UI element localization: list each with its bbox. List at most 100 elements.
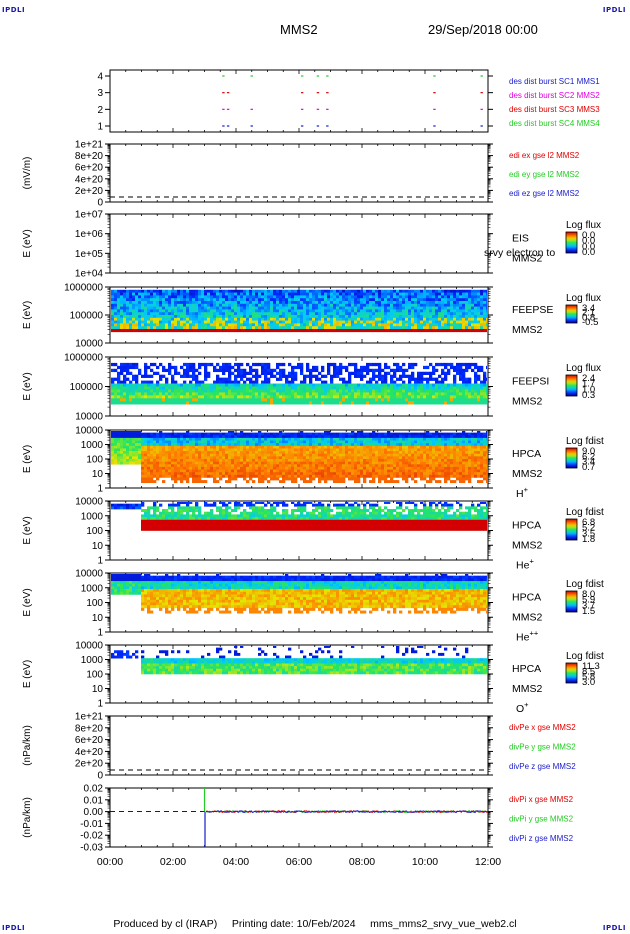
spectrogram-cell bbox=[282, 301, 286, 305]
spectrogram-cell bbox=[351, 392, 355, 396]
spectrogram-cell bbox=[120, 451, 124, 455]
spectrogram-cell bbox=[165, 289, 169, 293]
spectrogram-cell bbox=[204, 451, 208, 455]
spectrogram-cell bbox=[432, 395, 436, 399]
y-tick-label: 8e+20 bbox=[75, 723, 104, 734]
spectrogram-cell bbox=[354, 306, 358, 310]
spectrogram-cell bbox=[165, 317, 169, 321]
spectrogram-cell bbox=[174, 392, 178, 396]
spectrogram-cell bbox=[369, 289, 373, 293]
spectrogram-cell bbox=[126, 306, 130, 310]
spectrogram-cell bbox=[300, 389, 304, 393]
spectrogram-cell bbox=[447, 323, 451, 327]
spectrogram-cell bbox=[264, 326, 268, 330]
legend-entry: divPe y gse MMS2 bbox=[509, 743, 576, 752]
spectrogram-cell bbox=[153, 459, 157, 462]
spectrogram-cell bbox=[249, 329, 253, 333]
spectrogram-cell bbox=[375, 398, 379, 402]
spectrogram-cell bbox=[396, 395, 400, 399]
spectrogram-cell bbox=[216, 326, 220, 330]
spectrogram-cell bbox=[252, 374, 256, 378]
spectrogram-cell bbox=[411, 377, 415, 381]
y-tick-label: 100 bbox=[86, 455, 103, 466]
spectrogram-cell bbox=[375, 295, 379, 299]
spectrogram-cell bbox=[135, 453, 139, 457]
spectrogram-cell bbox=[141, 292, 145, 296]
spectrogram-cell bbox=[453, 386, 457, 390]
spectrogram-cell bbox=[324, 395, 328, 399]
spectrogram-cell bbox=[171, 395, 175, 399]
spectrogram-cell bbox=[330, 323, 334, 327]
spectrogram-cell bbox=[309, 315, 313, 319]
spectrogram-cell bbox=[384, 374, 388, 378]
spectrogram-cell bbox=[180, 320, 184, 324]
spectrogram-cell bbox=[207, 461, 211, 465]
spectrogram-cell bbox=[381, 306, 385, 310]
spectrogram-cell bbox=[234, 312, 238, 316]
spectrogram-cell bbox=[372, 292, 376, 296]
spectrogram-cell bbox=[306, 386, 310, 390]
spectrogram-cell bbox=[222, 292, 226, 296]
spectrogram-cell bbox=[123, 395, 127, 399]
spectrogram-cell bbox=[288, 380, 292, 384]
spectrogram-cell bbox=[177, 456, 181, 460]
spectrogram-cell bbox=[234, 289, 238, 293]
spectrogram-cell bbox=[267, 295, 271, 299]
spectrogram-cell bbox=[171, 448, 175, 452]
spectrogram-cell bbox=[183, 317, 187, 321]
spectrogram-cell bbox=[225, 317, 229, 321]
spectrogram-cell bbox=[132, 431, 136, 433]
spectrogram-cell bbox=[465, 383, 469, 387]
spectrogram-cell bbox=[303, 315, 307, 319]
spectrogram-cell bbox=[228, 315, 232, 319]
spectrogram-cell bbox=[351, 329, 355, 333]
spectrogram-cell bbox=[444, 326, 448, 330]
spectrogram-cell bbox=[168, 289, 172, 293]
spectrogram-cell bbox=[351, 362, 355, 367]
spectrogram-cell bbox=[174, 365, 178, 370]
spectrogram-cell bbox=[423, 301, 427, 305]
spectrogram-cell bbox=[180, 365, 184, 370]
spectrogram-cell bbox=[246, 303, 250, 307]
spectrogram-cell bbox=[243, 303, 247, 307]
spectrogram-cell bbox=[312, 374, 316, 378]
spectrogram-cell bbox=[204, 292, 208, 296]
spectrogram-cell bbox=[123, 326, 127, 330]
spectrogram-cell bbox=[114, 431, 118, 433]
spectrogram-cell bbox=[141, 374, 145, 378]
spectrogram-cell bbox=[183, 298, 187, 302]
spectrogram-cell bbox=[450, 289, 454, 293]
spectrogram-cell bbox=[264, 309, 268, 313]
spectrogram-cell bbox=[123, 453, 127, 457]
spectrogram-cell bbox=[135, 435, 139, 439]
spectrogram-cell bbox=[471, 389, 475, 393]
spectrogram-cell bbox=[357, 320, 361, 324]
spectrogram-cell bbox=[390, 306, 394, 310]
spectrogram-cell bbox=[273, 386, 277, 390]
spectrogram-cell bbox=[411, 389, 415, 393]
spectrogram-cell bbox=[243, 317, 247, 321]
spectrogram-cell bbox=[366, 398, 370, 402]
spectrogram-cell bbox=[126, 292, 130, 296]
spectrogram-cell bbox=[210, 445, 214, 449]
spectrogram-cell bbox=[153, 461, 157, 465]
spectrogram-cell bbox=[123, 362, 127, 367]
spectrogram-cell bbox=[348, 317, 352, 321]
spectrogram-cell bbox=[375, 329, 379, 333]
spectrogram-cell bbox=[471, 292, 475, 296]
spectrogram-cell bbox=[195, 289, 199, 293]
spectrogram-cell bbox=[429, 362, 433, 367]
y-tick-label: 1e+05 bbox=[75, 249, 104, 260]
spectrogram-cell bbox=[135, 309, 139, 313]
spectrogram-cell bbox=[456, 312, 460, 316]
spectrogram-cell bbox=[474, 317, 478, 321]
spectrogram-cell bbox=[192, 440, 196, 444]
spectrogram-cell bbox=[378, 306, 382, 310]
spectrogram-cell bbox=[174, 323, 178, 327]
spectrogram-cell bbox=[264, 386, 268, 390]
spectrogram-cell bbox=[375, 303, 379, 307]
spectrogram-cell bbox=[201, 401, 205, 405]
spectrogram-cell bbox=[366, 362, 370, 367]
spectrogram-cell bbox=[339, 326, 343, 330]
spectrogram-cell bbox=[477, 392, 481, 396]
